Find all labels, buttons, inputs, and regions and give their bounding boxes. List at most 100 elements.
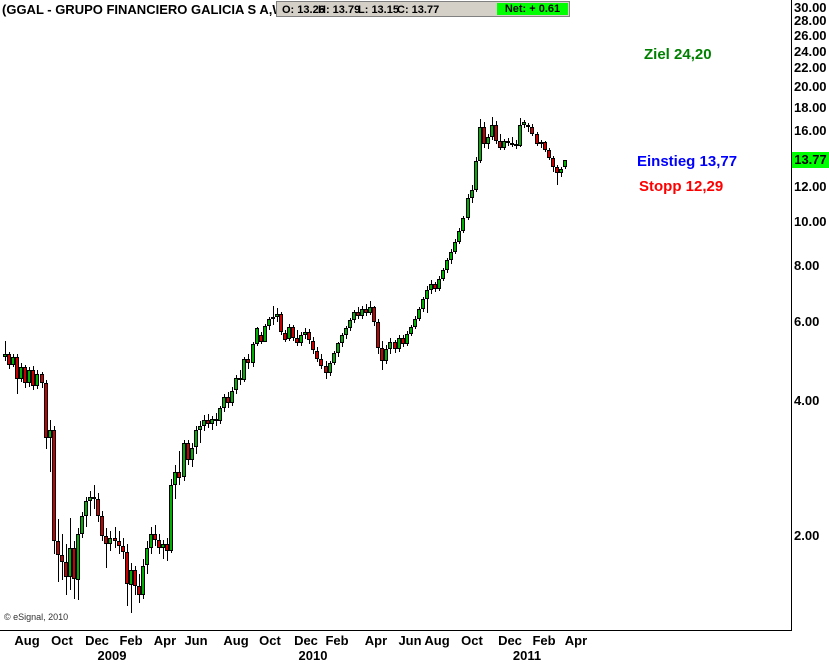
candle-down xyxy=(307,331,311,341)
candle-up xyxy=(441,270,445,279)
candle-down xyxy=(376,321,380,348)
candle-up xyxy=(242,359,246,381)
candle-down xyxy=(555,167,559,174)
candle-down xyxy=(526,125,530,128)
candle-wick xyxy=(297,330,298,346)
candle-down xyxy=(324,366,328,373)
candle-down xyxy=(186,443,190,460)
candle-down xyxy=(153,534,157,540)
year-tick-label: 2009 xyxy=(97,648,127,663)
candle-up xyxy=(129,570,133,585)
candle-down xyxy=(52,429,56,541)
candle-wick xyxy=(163,540,164,559)
candle-down xyxy=(72,548,76,580)
candle-down xyxy=(535,134,539,145)
candle-down xyxy=(510,142,514,145)
candle-wick xyxy=(273,306,274,326)
month-tick-label: Dec xyxy=(85,633,109,648)
candle-up xyxy=(48,429,52,439)
candle-up xyxy=(169,484,173,552)
price-tick-label: 16.00 xyxy=(794,122,827,138)
target-annotation: Ziel 24,20 xyxy=(644,46,712,63)
candle-down xyxy=(547,149,551,158)
month-tick-label: Aug xyxy=(223,633,249,648)
month-tick-label: Dec xyxy=(294,633,318,648)
net-change-badge: Net: + 0.61 xyxy=(497,3,568,15)
year-tick-label: 2011 xyxy=(512,648,542,663)
quote-summary-bar: O: 13.26 H: 13.79 L: 13.15 C: 13.77 Net:… xyxy=(276,1,570,17)
price-tick-label: 30.00 xyxy=(794,0,827,15)
price-tick-label: 20.00 xyxy=(794,79,827,95)
candle-up xyxy=(563,159,567,168)
month-tick-label: Oct xyxy=(51,633,73,648)
stop-annotation: Stopp 12,29 xyxy=(639,178,724,195)
candle-up xyxy=(478,127,482,161)
candle-up xyxy=(303,331,307,335)
candle-up xyxy=(348,320,352,328)
candle-up xyxy=(360,308,364,316)
candle-down xyxy=(543,141,547,150)
candle-up xyxy=(328,363,332,373)
candle-up xyxy=(486,136,490,144)
candle-down xyxy=(7,354,11,366)
candle-up xyxy=(466,198,470,219)
candle-up xyxy=(234,377,238,391)
candle-up xyxy=(518,124,522,147)
candle-down xyxy=(283,332,287,340)
candle-up xyxy=(218,408,222,422)
candle-down xyxy=(279,313,283,333)
candle-down xyxy=(319,359,323,367)
candle-down xyxy=(40,373,44,384)
open-value: O: 13.26 xyxy=(282,4,325,16)
candle-up xyxy=(299,334,303,344)
candle-down xyxy=(100,515,104,537)
candle-down xyxy=(494,124,498,142)
candlestick-plot xyxy=(3,117,567,613)
candle-down xyxy=(433,284,437,290)
candle-up xyxy=(190,447,194,460)
candle-up xyxy=(559,168,563,174)
low-value: L: 13.15 xyxy=(358,4,399,16)
symbol-title: (GGAL - GRUPO FINANCIERO GALICIA S A,W xyxy=(2,2,285,17)
candle-up xyxy=(182,443,186,478)
candle-up xyxy=(287,326,291,340)
candle-up xyxy=(352,312,356,321)
candle-up xyxy=(3,354,7,358)
candle-up xyxy=(173,471,177,485)
candle-down xyxy=(401,338,405,345)
candle-up xyxy=(522,122,526,125)
candle-up xyxy=(421,298,425,310)
candle-down xyxy=(393,341,397,349)
candle-up xyxy=(453,241,457,253)
candle-up xyxy=(149,534,153,549)
candle-wick xyxy=(90,491,91,516)
price-tick-label: 22.00 xyxy=(794,60,827,76)
candle-up xyxy=(449,252,453,261)
candle-down xyxy=(177,471,181,478)
candle-up xyxy=(84,500,88,516)
candle-wick xyxy=(50,420,51,472)
candle-up xyxy=(409,326,413,334)
candle-up xyxy=(251,344,255,364)
candle-down xyxy=(104,536,108,545)
candle-up xyxy=(502,140,506,148)
candle-up xyxy=(255,328,259,345)
time-axis-line xyxy=(0,630,792,631)
candle-up xyxy=(11,356,15,366)
candle-up xyxy=(80,515,84,535)
candle-down xyxy=(364,308,368,313)
candle-down xyxy=(133,570,137,586)
month-tick-label: Oct xyxy=(461,633,483,648)
candle-up xyxy=(388,341,392,349)
candle-down xyxy=(125,552,129,585)
month-tick-label: Dec xyxy=(498,633,522,648)
candle-down xyxy=(315,350,319,360)
candle-down xyxy=(311,340,315,351)
candle-wick xyxy=(131,563,132,613)
candle-down xyxy=(165,544,169,552)
month-tick-label: Jun xyxy=(184,633,208,648)
candle-wick xyxy=(240,369,241,385)
candle-up xyxy=(425,290,429,299)
price-tick-label: 4.00 xyxy=(794,392,820,408)
